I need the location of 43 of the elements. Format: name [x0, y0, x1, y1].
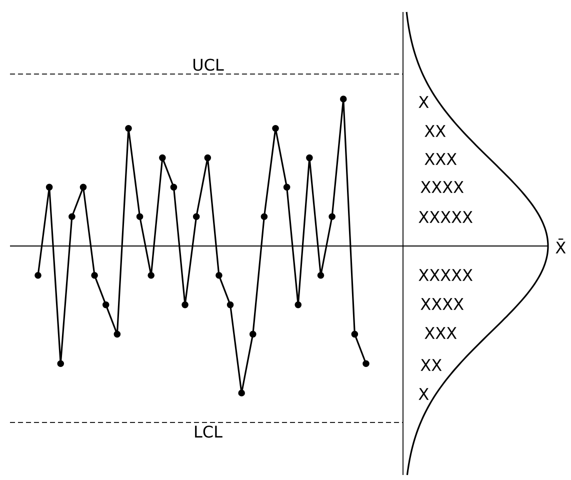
point: [170, 184, 178, 191]
text: XXX: [424, 153, 457, 165]
point: [192, 213, 200, 220]
point: [283, 184, 290, 191]
point: [80, 184, 87, 191]
text: XX: [420, 359, 442, 371]
point: [226, 301, 234, 308]
text: XXXXX: [418, 211, 473, 223]
point: [182, 301, 188, 308]
point: [272, 125, 279, 132]
ref-line-label: UCL: [194, 58, 224, 71]
point: [340, 96, 347, 102]
point: [68, 213, 76, 220]
point: [216, 272, 222, 279]
point: [204, 154, 212, 162]
point: [238, 390, 245, 396]
ref-line-label: LCL: [195, 426, 222, 438]
text: XXXX: [420, 181, 464, 193]
point: [34, 272, 42, 279]
text: XXXX: [420, 298, 464, 310]
text: XXX: [424, 327, 457, 339]
point: [91, 272, 98, 279]
point: [362, 360, 370, 368]
text: XXXXX: [418, 269, 473, 281]
text: X: [418, 388, 429, 400]
point: [351, 330, 358, 338]
point: [46, 184, 53, 191]
point: [125, 125, 132, 132]
point: [102, 301, 110, 308]
ref-line-label: X̄: [556, 238, 566, 254]
text: XX: [424, 125, 446, 137]
point: [306, 154, 313, 162]
point: [136, 213, 144, 220]
point: [159, 154, 166, 162]
point: [148, 272, 154, 279]
point: [328, 213, 336, 220]
text: X: [418, 96, 429, 108]
point: [249, 330, 256, 338]
point: [317, 272, 324, 279]
point: [57, 360, 64, 368]
point: [260, 213, 268, 220]
point: [294, 301, 302, 308]
point: [114, 330, 121, 338]
